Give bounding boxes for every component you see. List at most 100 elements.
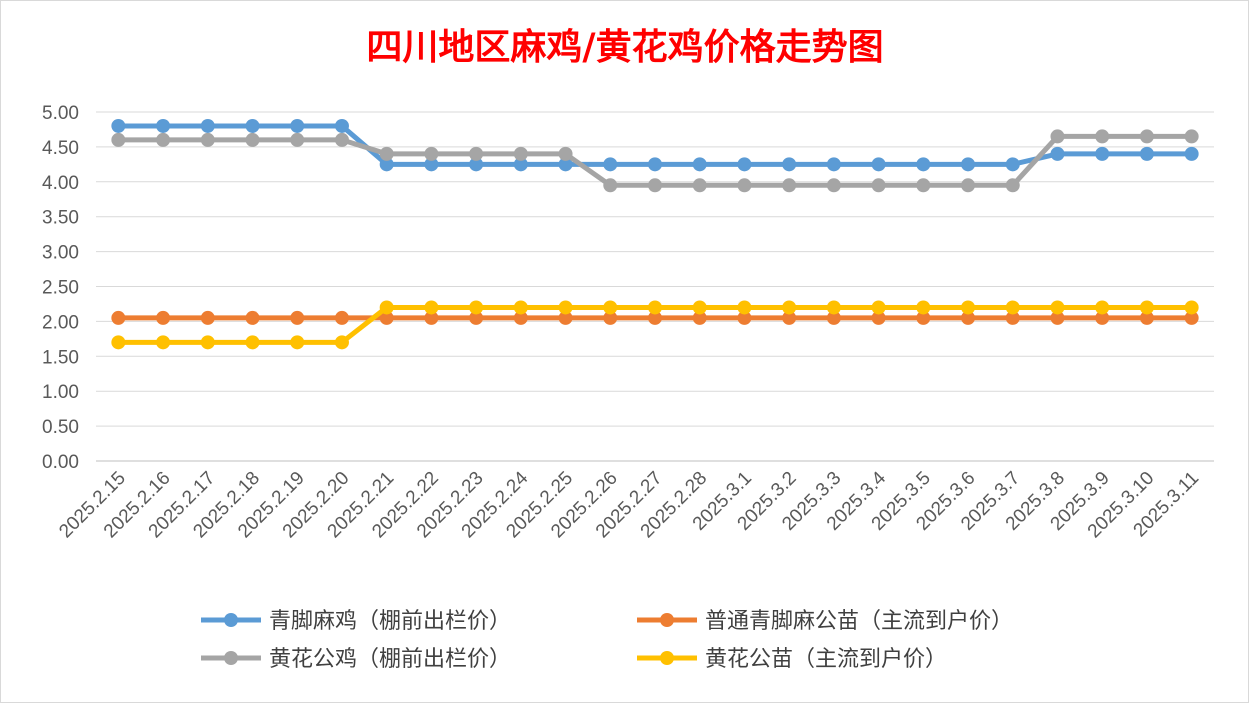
data-point: [513, 310, 528, 325]
data-point: [245, 118, 260, 133]
data-point: [871, 178, 886, 193]
data-point: [245, 310, 260, 325]
data-point: [916, 178, 931, 193]
data-point: [469, 157, 484, 172]
legend-item: 黄花公鸡（棚前出栏价）: [201, 647, 511, 672]
y-tick-label: 4.50: [42, 138, 79, 159]
data-point: [334, 132, 349, 147]
data-point: [469, 300, 484, 315]
data-point: [603, 300, 618, 315]
y-tick-label: 3.50: [42, 208, 79, 229]
y-axis-tick-labels: 0.00 0.50 1.00 1.50 2.00 2.50 3.00 3.50 4.00 4.50…: [42, 103, 79, 473]
y-tick-label: 0.00: [42, 452, 79, 473]
data-point: [111, 310, 126, 325]
data-point: [603, 157, 618, 172]
y-tick-label: 1.00: [42, 382, 79, 403]
data-point: [558, 146, 573, 161]
y-tick-label: 3.00: [42, 243, 79, 264]
data-point: [648, 310, 662, 325]
legend-swatch-marker: [660, 651, 674, 665]
data-point: [200, 118, 215, 133]
data-point: [961, 178, 976, 193]
chart-title: 四川地区麻鸡/黄花鸡价格走势图: [366, 26, 883, 68]
data-point: [1005, 300, 1020, 315]
data-point: [1139, 146, 1154, 161]
data-point: [826, 178, 841, 193]
data-point: [648, 300, 662, 315]
y-tick-label: 4.00: [42, 173, 79, 194]
data-point: [692, 300, 707, 315]
legend-label: 普通青脚麻公苗（主流到户价）: [705, 609, 1013, 634]
data-point: [1050, 310, 1065, 325]
series-2: [111, 310, 1199, 325]
data-point: [1050, 300, 1065, 315]
data-point: [692, 157, 707, 172]
data-point: [826, 310, 841, 325]
series-lines: [111, 118, 1199, 350]
data-point: [1005, 310, 1020, 325]
data-point: [871, 157, 886, 172]
data-point: [469, 310, 484, 325]
data-point: [558, 300, 573, 315]
data-point: [379, 146, 394, 161]
legend-label: 青脚麻鸡（棚前出栏价）: [269, 609, 511, 634]
data-point: [379, 310, 394, 325]
data-point: [961, 157, 976, 172]
data-point: [603, 310, 618, 325]
data-point: [1095, 310, 1110, 325]
data-point: [648, 178, 662, 193]
data-point: [648, 157, 662, 172]
data-point: [245, 335, 260, 350]
data-point: [1139, 300, 1154, 315]
data-point: [1184, 300, 1199, 315]
data-point: [513, 146, 528, 161]
data-point: [200, 335, 215, 350]
data-point: [290, 118, 305, 133]
legend-label: 黄花公鸡（棚前出栏价）: [269, 647, 511, 672]
data-point: [156, 132, 171, 147]
data-point: [916, 310, 931, 325]
y-tick-label: 1.50: [42, 347, 79, 368]
data-point: [558, 157, 573, 172]
data-point: [334, 335, 349, 350]
x-axis-tick-labels: 2025.2.152025.2.162025.2.172025.2.182025…: [55, 467, 1203, 542]
legend-swatch-marker: [224, 651, 238, 665]
data-point: [424, 310, 439, 325]
data-point: [111, 335, 126, 350]
data-point: [871, 300, 886, 315]
data-point: [1139, 129, 1154, 144]
y-tick-label: 2.00: [42, 312, 79, 333]
data-point: [782, 157, 797, 172]
data-point: [1095, 146, 1110, 161]
data-point: [1005, 157, 1020, 172]
y-tick-label: 0.50: [42, 417, 79, 438]
data-point: [200, 132, 215, 147]
data-point: [245, 132, 260, 147]
series-4: [111, 300, 1199, 350]
data-point: [826, 300, 841, 315]
data-point: [469, 146, 484, 161]
data-point: [826, 157, 841, 172]
data-point: [558, 310, 573, 325]
data-point: [692, 178, 707, 193]
y-tick-label: 2.50: [42, 278, 79, 299]
data-point: [782, 178, 797, 193]
legend-label: 黄花公苗（主流到户价）: [705, 647, 947, 672]
legend-item: 普通青脚麻公苗（主流到户价）: [637, 609, 1013, 634]
data-point: [1050, 129, 1065, 144]
data-point: [916, 157, 931, 172]
data-point: [334, 310, 349, 325]
data-point: [603, 178, 618, 193]
data-point: [156, 310, 171, 325]
data-point: [1184, 129, 1199, 144]
data-point: [111, 118, 126, 133]
data-point: [424, 300, 439, 315]
legend-swatch-marker: [660, 613, 674, 627]
data-point: [1184, 146, 1199, 161]
series-1: [111, 118, 1199, 172]
data-point: [871, 310, 886, 325]
data-point: [334, 118, 349, 133]
data-point: [961, 300, 976, 315]
